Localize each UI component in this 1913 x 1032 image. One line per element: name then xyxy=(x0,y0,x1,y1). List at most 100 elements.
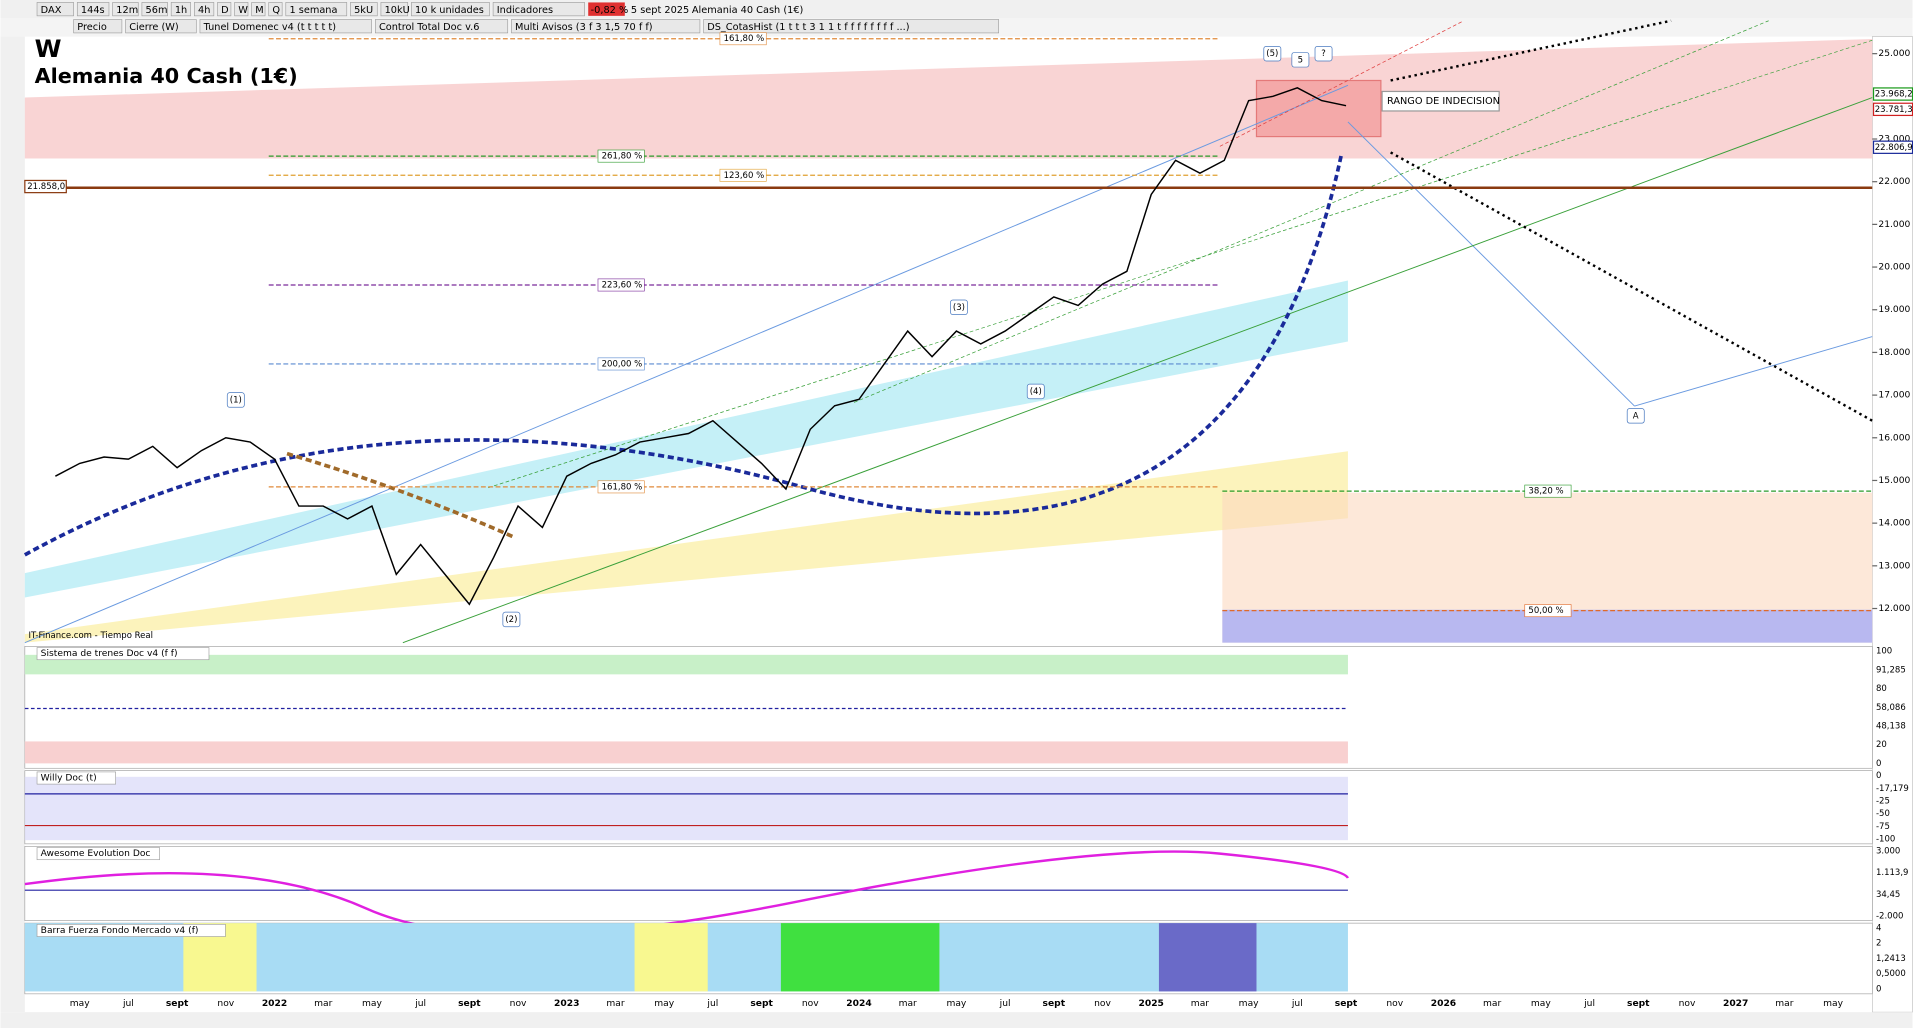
trend-line xyxy=(1347,121,1635,407)
panel-axis-label: -75 xyxy=(1876,822,1890,832)
period[interactable] xyxy=(285,2,348,17)
wave-box xyxy=(502,611,521,628)
indicator-tab[interactable] xyxy=(199,19,372,34)
indicator-tab[interactable] xyxy=(511,19,701,34)
wave-box xyxy=(1026,383,1045,400)
x-tick-label: 2024 xyxy=(846,999,871,1009)
wave-label: A xyxy=(1633,411,1639,421)
units-label[interactable]: 5kU xyxy=(354,5,373,16)
indicators-label[interactable]: Indicadores xyxy=(497,5,553,16)
x-tick-label: may xyxy=(1823,999,1843,1009)
panel-zone xyxy=(634,923,708,992)
units-label[interactable]: 10kU xyxy=(385,5,410,16)
timeframe-label[interactable]: 144s xyxy=(81,5,105,16)
price-tag-label: 23.781,3 xyxy=(1875,105,1913,115)
x-tick-label: mar xyxy=(1483,999,1501,1009)
indicator-tab-label[interactable]: Tunel Domenec v4 (t t t t t) xyxy=(203,22,336,33)
timeframe-label[interactable]: 1h xyxy=(175,5,187,16)
x-tick-label: mar xyxy=(606,999,624,1009)
indicator-tab[interactable] xyxy=(703,19,999,34)
x-tick-label: sept xyxy=(750,999,773,1009)
x-tick-label: nov xyxy=(217,999,234,1009)
symbol[interactable] xyxy=(36,2,74,17)
panel-axis-label: 2 xyxy=(1876,939,1881,949)
x-tick-label: 2022 xyxy=(262,999,287,1009)
x-tick-label: sept xyxy=(458,999,481,1009)
timeframe-label[interactable]: Q xyxy=(272,5,280,16)
x-tick-label: nov xyxy=(802,999,819,1009)
level-label: 21.858,0 xyxy=(27,182,65,192)
x-tick-label: 2026 xyxy=(1431,999,1456,1009)
timeframe-label[interactable]: W xyxy=(238,5,248,16)
y-tick-label: 15.000 xyxy=(1878,476,1910,486)
x-tick-label: mar xyxy=(1775,999,1793,1009)
timeframe-label[interactable]: 12m xyxy=(116,5,138,16)
x-tick-label: jul xyxy=(999,999,1011,1009)
change xyxy=(588,2,625,16)
indicator-tab-label[interactable]: Precio xyxy=(77,22,107,33)
timeframe[interactable] xyxy=(141,2,168,17)
timeframe-label[interactable]: 4h xyxy=(198,5,210,16)
trend-line xyxy=(1390,151,1873,422)
chart-title: Alemania 40 Cash (1€) xyxy=(35,64,298,88)
wave-label: ? xyxy=(1321,49,1326,59)
timeframe[interactable] xyxy=(76,2,110,17)
timeframe-label[interactable]: M xyxy=(255,5,263,16)
indicator-tab-label[interactable]: DS_CotasHist (1 t t t 3 1 1 t f f f f f … xyxy=(707,22,909,33)
trend-line xyxy=(1634,336,1873,407)
period-label[interactable]: 1 semana xyxy=(289,5,337,16)
timeframe[interactable] xyxy=(217,2,232,17)
wave-box xyxy=(1314,45,1333,62)
trend-line xyxy=(1390,19,1672,82)
panel-zone xyxy=(780,923,940,992)
timeframe-label[interactable]: 56m xyxy=(146,5,168,16)
x-tick-label: sept xyxy=(1335,999,1358,1009)
panel-axis-label: 80 xyxy=(1876,684,1887,694)
timeframe-label[interactable]: D xyxy=(221,5,229,16)
y-tick-label: 20.000 xyxy=(1878,263,1910,273)
x-tick-label: nov xyxy=(1679,999,1696,1009)
units-select[interactable] xyxy=(411,2,490,17)
panel-zone xyxy=(24,741,1348,764)
y-tick-label: 22.000 xyxy=(1878,177,1910,187)
indicator-tab-label[interactable]: Cierre (W) xyxy=(129,22,179,33)
fibo-tag xyxy=(597,357,645,371)
panel-axis-label: 0 xyxy=(1876,984,1881,994)
x-tick-label: sept xyxy=(1627,999,1650,1009)
level-tag xyxy=(24,179,67,194)
timeframe[interactable] xyxy=(251,2,266,17)
timeframe[interactable] xyxy=(170,2,191,17)
timeframe[interactable] xyxy=(268,2,283,17)
units[interactable] xyxy=(350,2,378,17)
fibo-label: 223,60 % xyxy=(602,280,643,290)
indicator-tab[interactable] xyxy=(73,19,123,34)
x-tick-label: may xyxy=(1239,999,1259,1009)
indicator-tab[interactable] xyxy=(125,19,197,34)
annotation: RANGO DE INDECISION xyxy=(1387,96,1500,107)
price-line xyxy=(55,87,1347,606)
indicator-tab[interactable] xyxy=(375,19,509,34)
panel-axis-label: 0 xyxy=(1876,771,1881,781)
fibo-label: 123,60 % xyxy=(724,171,765,181)
panel-axis-label: 91,285 xyxy=(1876,665,1906,675)
units[interactable] xyxy=(380,2,409,17)
panel-axis-label: 100 xyxy=(1876,647,1892,657)
x-tick-label: jul xyxy=(1583,999,1595,1009)
indicator-tab-label[interactable]: Control Total Doc v.6 xyxy=(379,22,479,33)
y-tick-label: 21.000 xyxy=(1878,220,1910,230)
wave-label: (5) xyxy=(1266,49,1278,59)
panel-axis-label: 3.000 xyxy=(1876,847,1900,857)
wave-box xyxy=(1263,45,1282,62)
x-tick-label: nov xyxy=(1386,999,1403,1009)
timeframe[interactable] xyxy=(194,2,215,17)
tool-strip[interactable] xyxy=(0,36,25,1013)
timeframe[interactable] xyxy=(112,2,139,17)
timeframe[interactable] xyxy=(234,2,249,17)
indicator-tab-label[interactable]: Multi Avisos (3 f 3 1,5 70 f f) xyxy=(515,22,653,33)
indicators[interactable] xyxy=(492,2,585,17)
symbol-label[interactable]: DAX xyxy=(41,5,62,16)
fibo-tag xyxy=(719,32,767,46)
units-select-label[interactable]: 10 k unidades xyxy=(415,5,484,16)
x-tick-label: may xyxy=(70,999,90,1009)
